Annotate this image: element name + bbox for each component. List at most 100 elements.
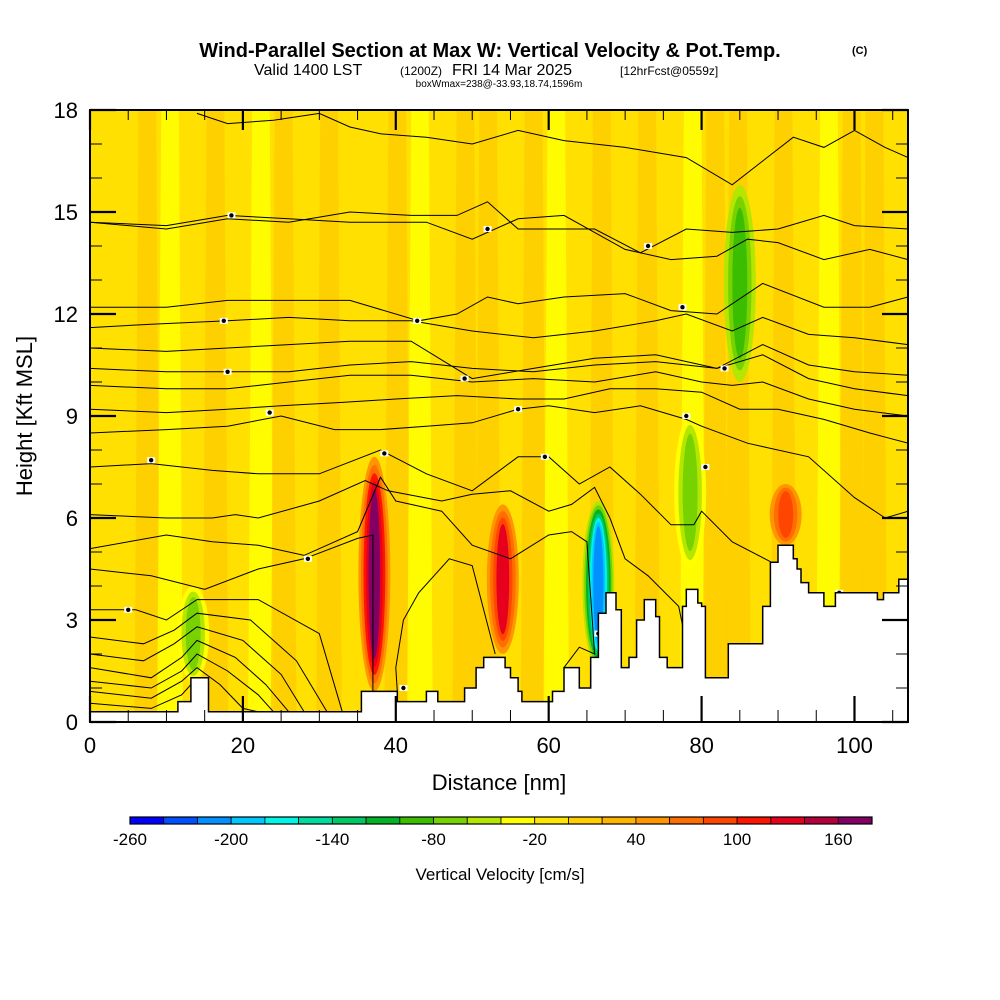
colorbar-tick-label: 160	[824, 830, 852, 849]
velocity-stripe	[384, 110, 411, 722]
colorbar-tick-label: -260	[113, 830, 147, 849]
velocity-stripe	[543, 110, 570, 722]
x-tick-label: 0	[84, 733, 96, 758]
valid-time-line: Valid 1400 LST (1200Z) FRI 14 Mar 2025 […	[254, 62, 718, 79]
isentrope-label-mark	[401, 685, 406, 691]
velocity-stripe	[679, 110, 706, 722]
isentrope-line	[90, 388, 908, 444]
isentrope-line	[395, 558, 496, 692]
velocity-column	[358, 456, 391, 692]
colorbar-swatch	[163, 816, 198, 825]
isentrope-line	[90, 214, 908, 261]
y-tick-label: 12	[54, 302, 78, 327]
isentrope-label	[219, 317, 228, 324]
colorbar-swatch	[635, 816, 671, 825]
isentrope-label-mark	[382, 451, 387, 456]
isentrope-label	[380, 450, 389, 457]
colorbar-swatch	[433, 816, 468, 825]
isentrope-label	[147, 457, 156, 464]
isentrope-label-mark	[645, 243, 651, 249]
isentrope-label-mark	[722, 366, 727, 371]
velocity-stripe	[634, 110, 661, 722]
isentrope-line	[90, 653, 274, 713]
x-tick-label: 80	[689, 733, 713, 758]
velocity-stripe	[816, 110, 842, 722]
valid-utc: (1200Z)	[400, 64, 442, 78]
isentrope-line	[90, 626, 305, 713]
isentrope-label	[682, 413, 691, 419]
colorbar: -260 -200 -140 -80 -20 40 100 160	[113, 816, 873, 849]
colorbar-tick-label: 100	[723, 830, 751, 849]
isentrope-line	[90, 282, 908, 322]
velocity-stripe	[520, 110, 547, 722]
isentrope-label	[514, 406, 523, 413]
colorbar-swatch	[399, 816, 434, 825]
colorbar-tick-label: 40	[626, 830, 645, 849]
velocity-stripe	[316, 110, 342, 722]
isentrope-label-mark	[703, 464, 708, 470]
velocity-contour-fill	[778, 491, 794, 539]
velocity-stripe	[838, 110, 865, 722]
isentrope-label-mark	[415, 318, 420, 323]
isentrope-label	[460, 375, 469, 382]
y-tick-label: 3	[66, 608, 78, 633]
isentrope-line	[90, 476, 596, 668]
plot-area	[90, 110, 908, 722]
isentrope-label	[413, 317, 422, 324]
copyright-mark: (C)	[852, 45, 868, 57]
velocity-contour-fill	[185, 597, 201, 671]
velocity-column	[769, 483, 802, 546]
velocity-stripe	[452, 110, 479, 722]
isentrope-label	[644, 243, 653, 249]
colorbar-swatch	[568, 816, 603, 825]
colorbar-swatch	[837, 816, 873, 825]
isentrope-label-mark	[462, 376, 467, 381]
colorbar-tick-label: -20	[522, 830, 547, 849]
colorbar-swatch	[466, 816, 502, 825]
y-tick-label: 18	[54, 98, 78, 123]
isentrope-line	[90, 313, 908, 346]
colorbar-swatch	[264, 816, 300, 825]
colorbar-swatch	[702, 816, 738, 825]
colorbar-swatch	[804, 816, 839, 825]
velocity-column	[486, 504, 519, 654]
velocity-column	[674, 416, 707, 569]
isentrope-label-mark	[515, 407, 521, 412]
colorbar-swatch	[298, 816, 333, 825]
x-tick-label: 20	[231, 733, 255, 758]
isentrope-label	[701, 464, 710, 470]
velocity-column	[177, 586, 210, 682]
isentrope-label	[227, 212, 236, 219]
isentrope-label	[124, 606, 133, 613]
y-tick-label: 6	[66, 506, 78, 531]
colorbar-swatch	[197, 816, 232, 825]
isentrope-label-mark	[221, 318, 226, 323]
velocity-stripe	[270, 110, 297, 722]
isentrope-line	[90, 480, 687, 644]
isentrope-label	[678, 304, 687, 311]
isentrope-label-mark	[225, 369, 230, 374]
isentrope-label-mark	[148, 458, 154, 463]
isentrope-label-mark	[680, 305, 685, 310]
x-axis-label: Distance [nm]	[432, 770, 567, 795]
isentrope-label	[483, 226, 492, 232]
colorbar-frame	[129, 816, 873, 825]
isentrope-label	[265, 409, 274, 416]
isentrope-label	[399, 685, 408, 691]
isentrope-label-mark	[267, 410, 272, 415]
colorbar-swatch	[230, 816, 266, 825]
isentrope-line	[90, 405, 908, 519]
colorbar-title: Vertical Velocity [cm/s]	[415, 865, 584, 884]
x-tick-label: 60	[536, 733, 560, 758]
isentrope-label-mark	[684, 413, 689, 419]
velocity-stripe	[861, 110, 888, 722]
velocity-stripe	[407, 110, 433, 722]
colorbar-swatch	[331, 816, 367, 825]
x-tick-label: 100	[836, 733, 873, 758]
isentrope-line	[90, 340, 908, 380]
isentrope-label	[540, 453, 549, 460]
isentrope-line	[90, 534, 374, 692]
isentrope-label	[223, 368, 232, 375]
velocity-stripe	[248, 110, 274, 722]
